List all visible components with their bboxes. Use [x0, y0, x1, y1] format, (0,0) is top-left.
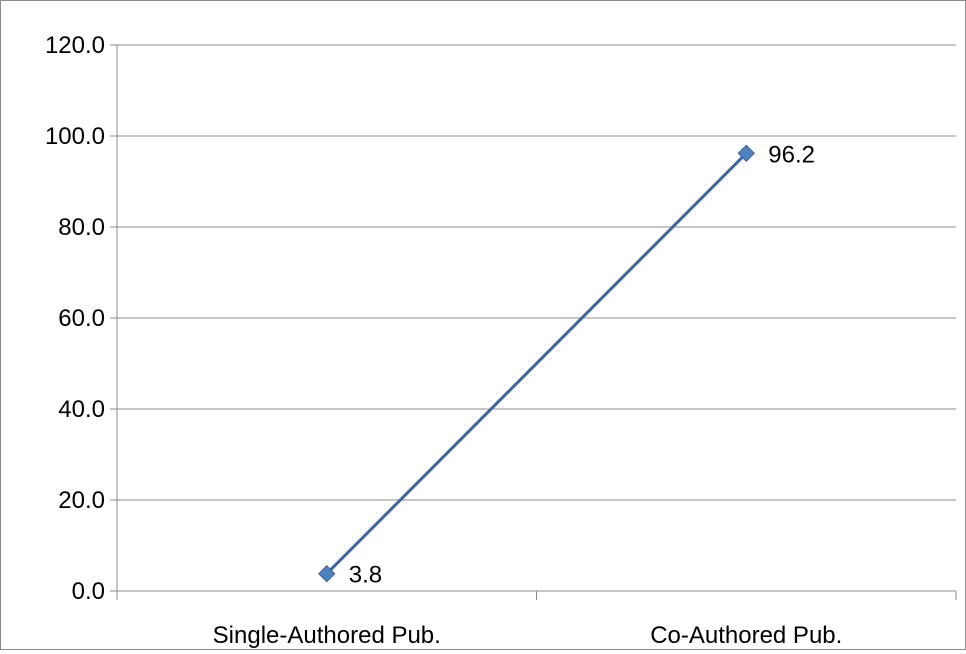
series-line	[325, 152, 748, 575]
gridlines	[117, 44, 956, 501]
y-tick-label: 100.0	[45, 123, 105, 150]
data-point-marker	[318, 565, 336, 583]
data-label: 96.2	[768, 141, 815, 168]
data-label: 3.8	[349, 562, 382, 589]
y-tick-label: 80.0	[58, 214, 105, 241]
y-tick-label: 20.0	[58, 487, 105, 514]
y-axis-tick-labels: 0.0 20.0 40.0 60.0 80.0 100.0 120.0	[45, 32, 105, 605]
series	[318, 144, 755, 583]
y-tick-label: 0.0	[72, 578, 105, 605]
x-category-label: Co-Authored Pub.	[650, 622, 842, 649]
axes	[110, 44, 957, 600]
y-tick-label: 60.0	[58, 305, 105, 332]
data-labels: 3.8 96.2	[349, 141, 815, 588]
y-tick-label: 40.0	[58, 396, 105, 423]
x-axis-category-labels: Single-Authored Pub. Co-Authored Pub.	[213, 622, 843, 649]
data-point-marker	[737, 144, 755, 162]
y-tick-label: 120.0	[45, 32, 105, 59]
x-category-label: Single-Authored Pub.	[213, 622, 441, 649]
